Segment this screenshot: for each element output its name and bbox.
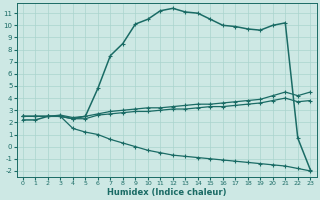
X-axis label: Humidex (Indice chaleur): Humidex (Indice chaleur) [107, 188, 226, 197]
